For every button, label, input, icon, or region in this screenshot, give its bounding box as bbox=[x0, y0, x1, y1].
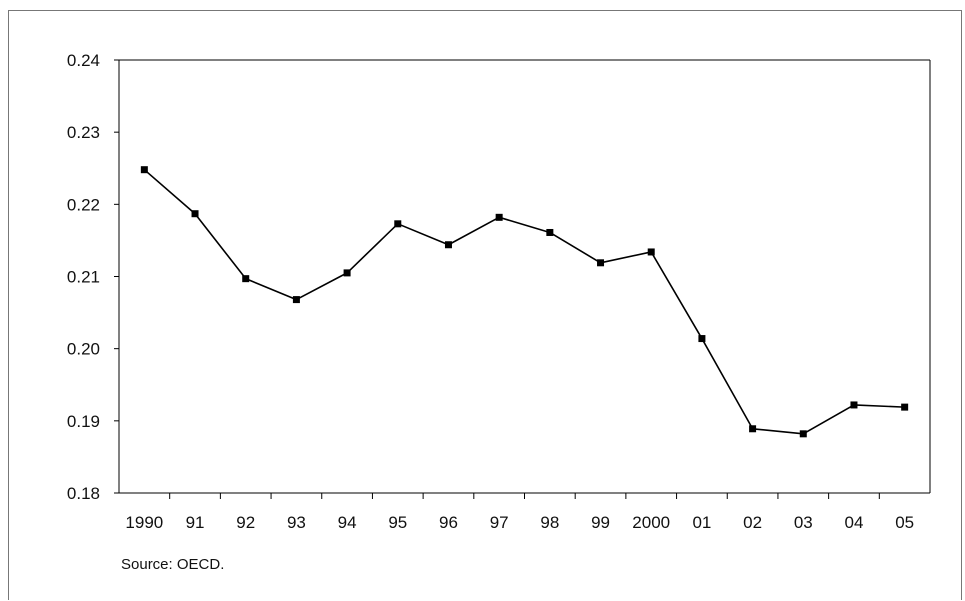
x-tick-label: 94 bbox=[338, 513, 357, 532]
x-tick-label: 99 bbox=[591, 513, 610, 532]
y-tick-label: 0.19 bbox=[67, 412, 100, 431]
y-tick-label: 0.18 bbox=[67, 484, 100, 503]
x-tick-label: 01 bbox=[692, 513, 711, 532]
y-tick-label: 0.22 bbox=[67, 195, 100, 214]
x-tick-label: 95 bbox=[388, 513, 407, 532]
data-point-marker bbox=[495, 213, 503, 221]
x-axis-ticks: 1990 91 92 93 94 95 96 97 98 99 2000 01 02 03 04 05 bbox=[125, 493, 914, 532]
chart-frame bbox=[8, 10, 962, 600]
x-tick-label: 96 bbox=[439, 513, 458, 532]
data-point-marker bbox=[901, 403, 909, 411]
x-tick-label: 05 bbox=[895, 513, 914, 532]
x-tick-label: 92 bbox=[236, 513, 255, 532]
data-points bbox=[140, 166, 909, 438]
y-tick-label: 0.23 bbox=[67, 123, 100, 142]
data-point-marker bbox=[647, 248, 655, 256]
data-point-marker bbox=[394, 220, 402, 228]
x-tick-label: 04 bbox=[845, 513, 864, 532]
x-tick-label: 91 bbox=[186, 513, 205, 532]
y-tick-label: 0.24 bbox=[67, 51, 100, 70]
data-point-marker bbox=[597, 259, 605, 267]
y-tick-label: 0.21 bbox=[67, 268, 100, 287]
x-tick-label: 02 bbox=[743, 513, 762, 532]
x-tick-label: 93 bbox=[287, 513, 306, 532]
data-point-marker bbox=[546, 228, 554, 236]
x-tick-label: 98 bbox=[540, 513, 559, 532]
data-point-marker bbox=[242, 275, 250, 283]
x-tick-label: 2000 bbox=[632, 513, 670, 532]
data-point-marker bbox=[191, 210, 199, 218]
x-tick-label: 97 bbox=[490, 513, 509, 532]
data-point-marker bbox=[799, 430, 807, 438]
data-point-marker bbox=[343, 269, 351, 277]
x-tick-label: 03 bbox=[794, 513, 813, 532]
series-polyline bbox=[143, 169, 905, 435]
data-point-marker bbox=[444, 241, 452, 249]
data-point-marker bbox=[140, 166, 148, 174]
data-point-marker bbox=[292, 296, 300, 304]
y-tick-label: 0.20 bbox=[67, 340, 100, 359]
x-tick-label: 1990 bbox=[125, 513, 163, 532]
axes bbox=[118, 59, 931, 494]
source-note: Source: OECD. bbox=[121, 556, 225, 573]
y-axis-ticks: 0.24 0.23 0.22 0.21 0.20 0.19 0.18 bbox=[67, 51, 119, 503]
series-line bbox=[143, 169, 905, 435]
data-point-marker bbox=[698, 335, 706, 343]
data-point-marker bbox=[850, 401, 858, 409]
data-point-marker bbox=[749, 425, 757, 433]
